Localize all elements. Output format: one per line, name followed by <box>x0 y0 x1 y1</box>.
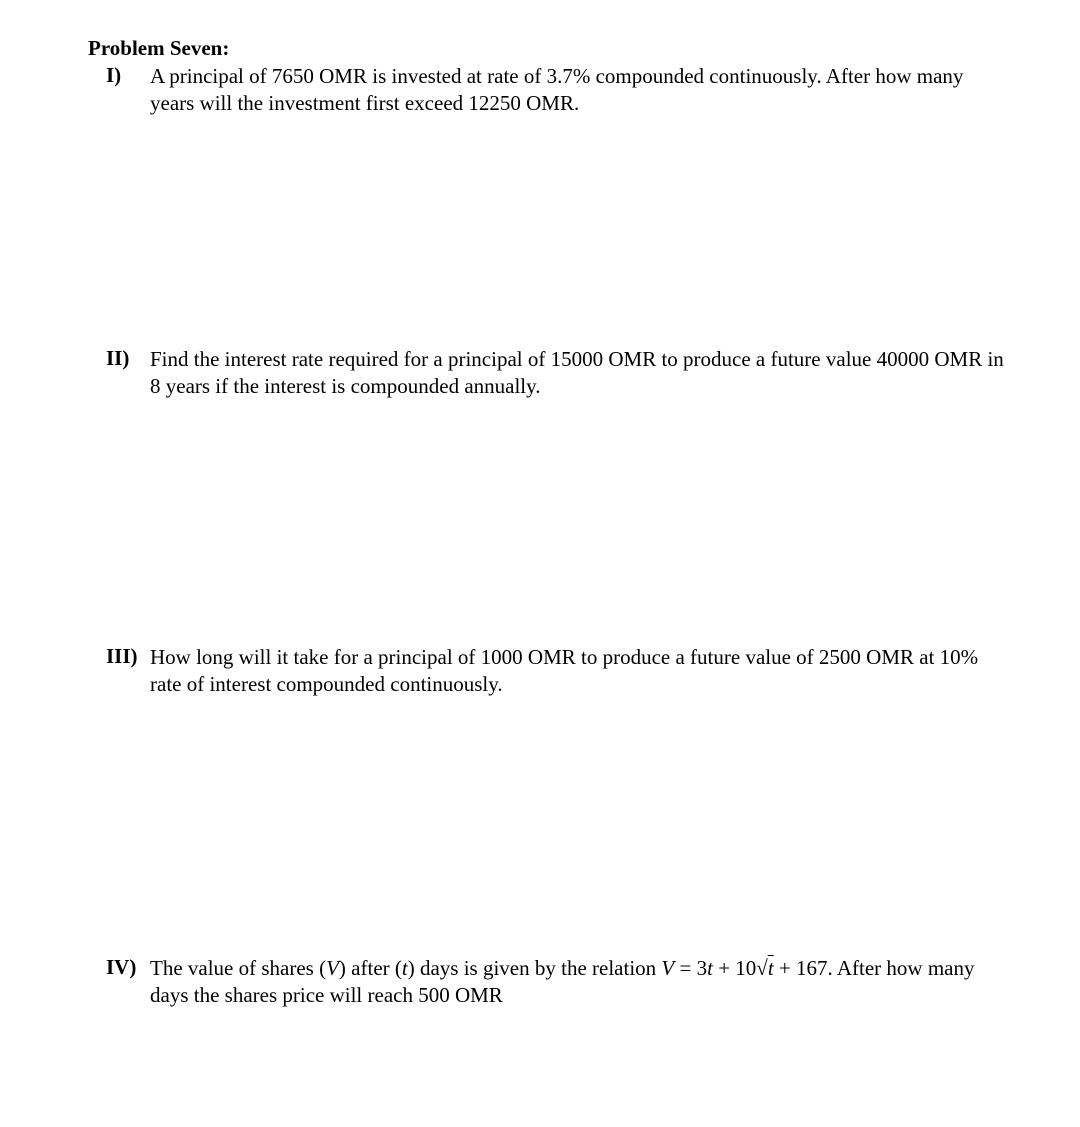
answer-space-2 <box>88 400 1010 644</box>
text-part: ) days is given by the relation <box>408 956 662 980</box>
math-var-v: V <box>326 956 339 980</box>
problem-item-1: I) A principal of 7650 OMR is invested a… <box>88 63 1010 118</box>
problem-item-3: III) How long will it take for a princip… <box>88 644 1010 699</box>
problem-item-2: II) Find the interest rate required for … <box>88 346 1010 401</box>
text-part: = 3 <box>674 956 707 980</box>
item-number-3: III) <box>88 644 150 669</box>
item-text-4: The value of shares (V) after (t) days i… <box>150 955 1010 1010</box>
problem-item-4: IV) The value of shares (V) after (t) da… <box>88 955 1010 1010</box>
item-number-1: I) <box>88 63 150 88</box>
answer-space-3 <box>88 699 1010 955</box>
item-number-4: IV) <box>88 955 150 980</box>
item-text-3: How long will it take for a principal of… <box>150 644 1010 699</box>
text-part: ) after ( <box>339 956 402 980</box>
item-number-2: II) <box>88 346 150 371</box>
math-var-v: V <box>661 956 674 980</box>
sqrt-icon: √ <box>756 956 768 980</box>
text-part: The value of shares ( <box>150 956 326 980</box>
answer-space-1 <box>88 118 1010 346</box>
item-text-2: Find the interest rate required for a pr… <box>150 346 1010 401</box>
problem-title: Problem Seven: <box>88 36 1010 61</box>
text-part: + 10 <box>713 956 756 980</box>
item-text-1: A principal of 7650 OMR is invested at r… <box>150 63 1010 118</box>
